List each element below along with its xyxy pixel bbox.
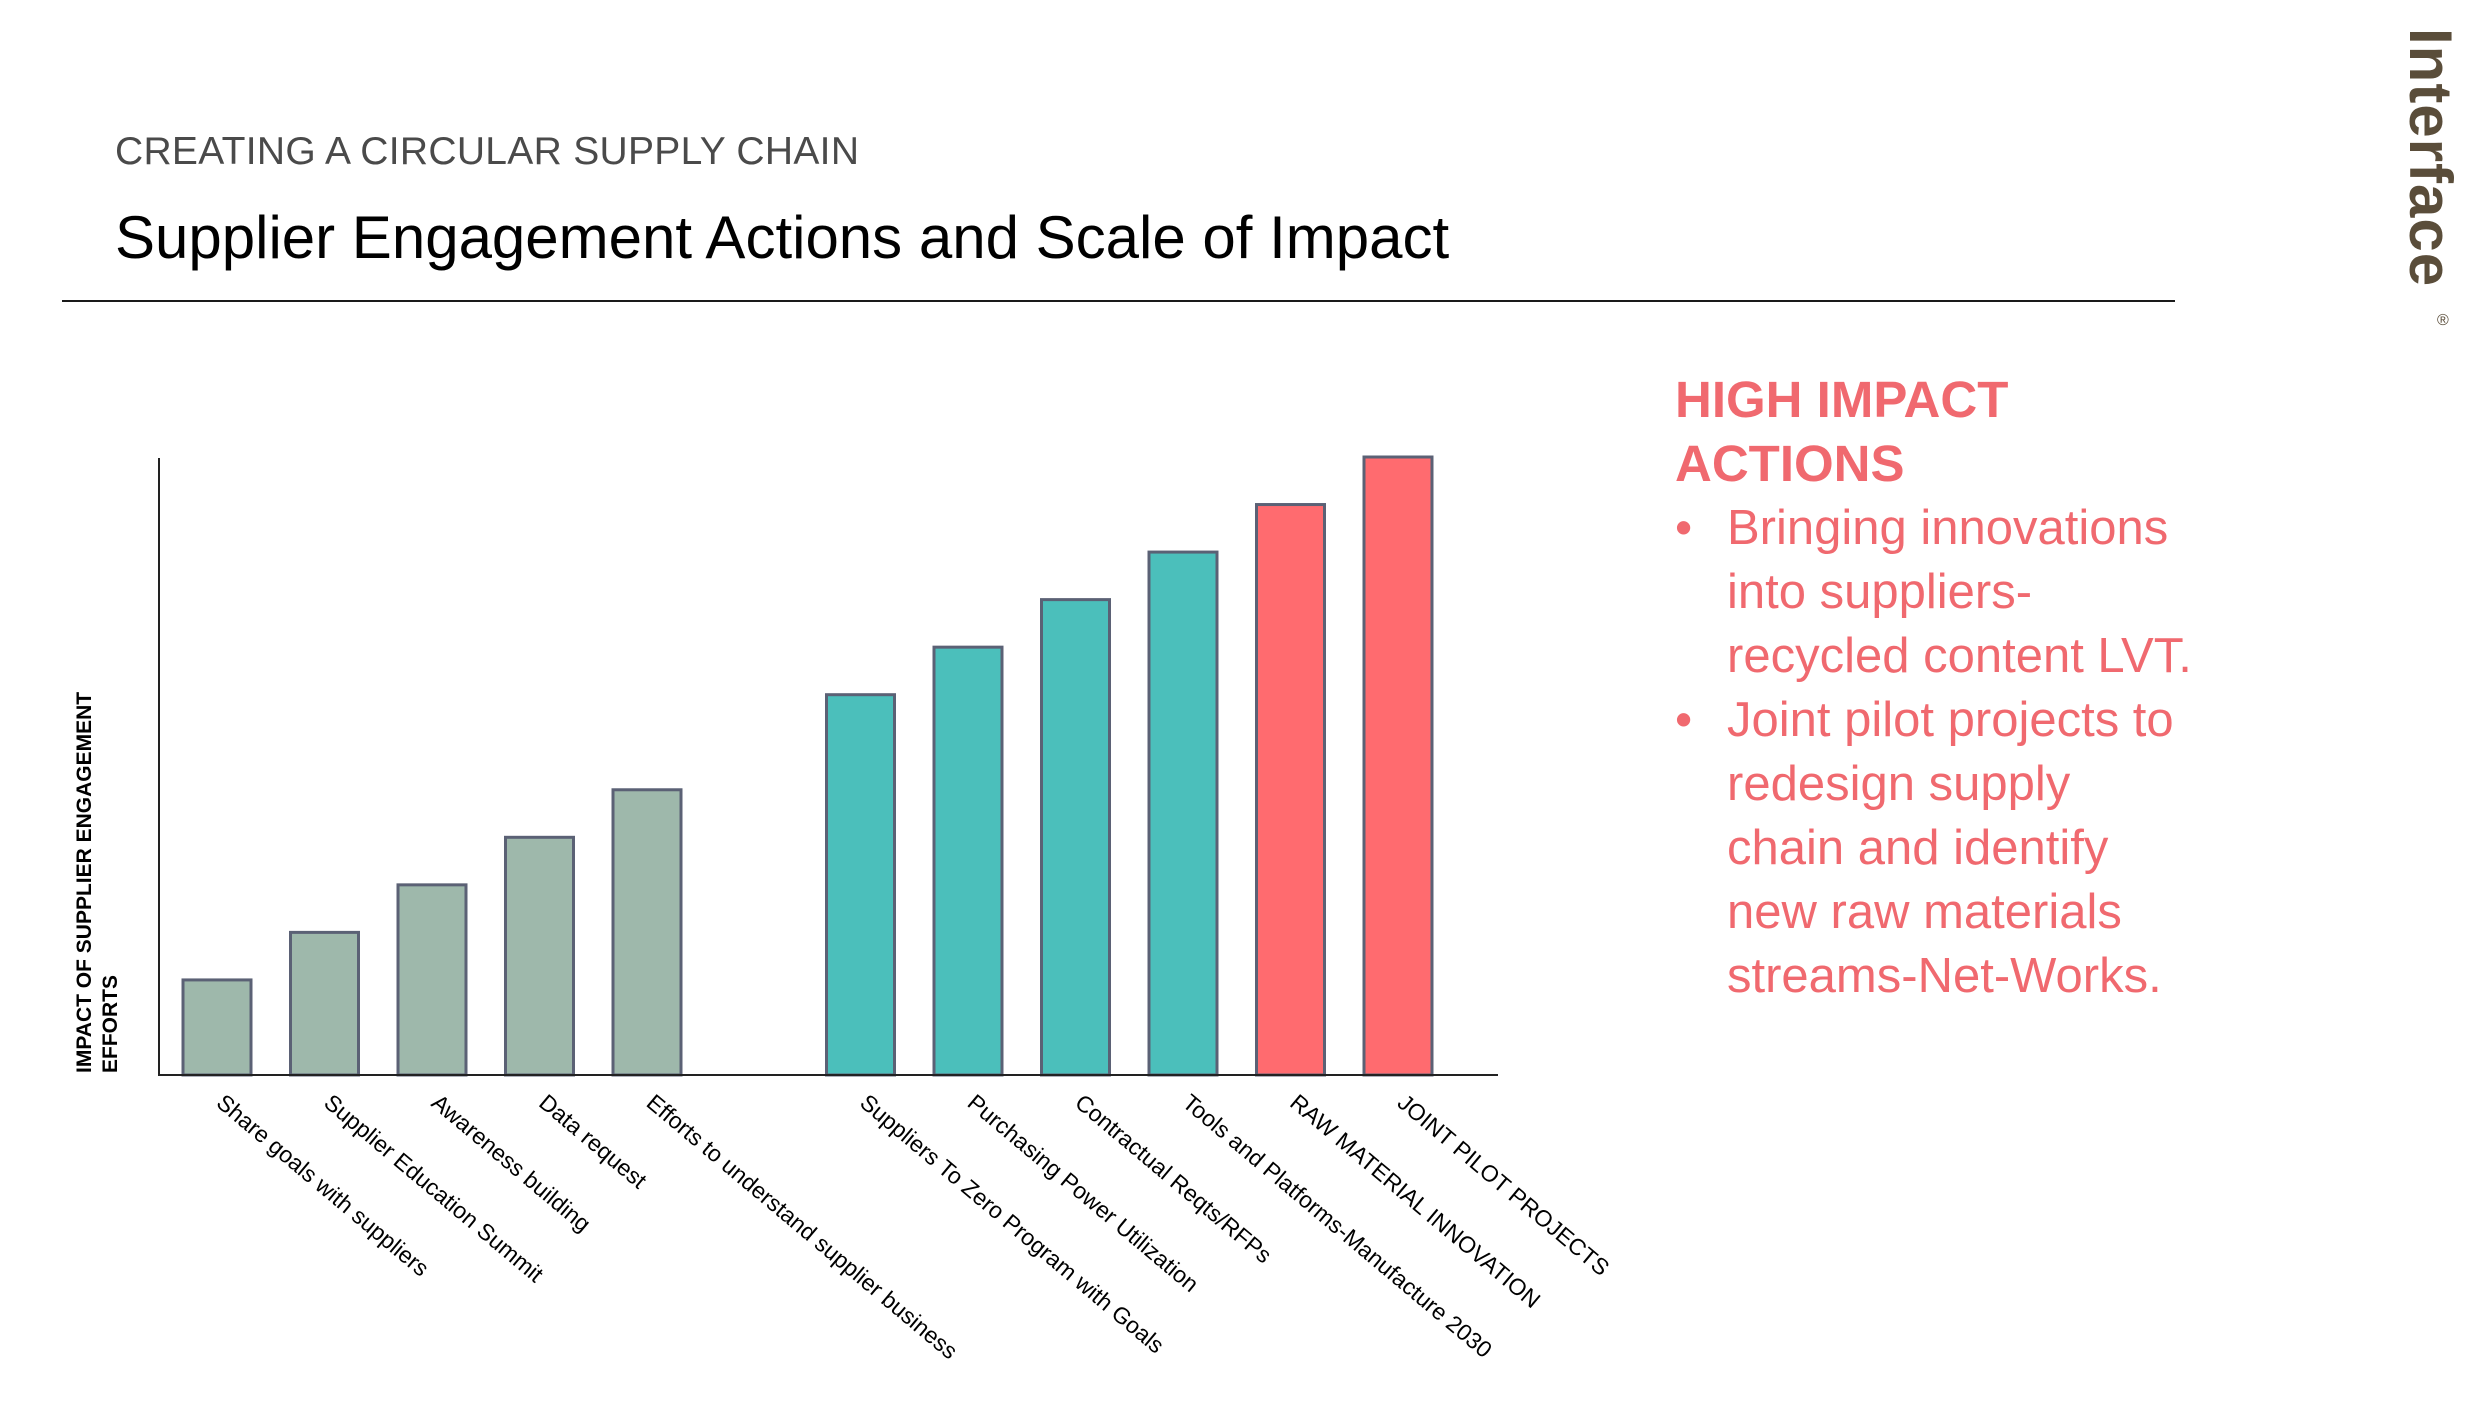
callout-heading: HIGH IMPACT ACTIONS	[1675, 371, 2009, 492]
callout-item: • Joint pilot projects to redesign suppl…	[1675, 688, 2195, 1008]
bar	[289, 930, 360, 1077]
bar	[1362, 455, 1434, 1077]
bar	[396, 883, 468, 1077]
title-divider	[62, 300, 2175, 302]
bar	[1040, 598, 1111, 1077]
page-title: Supplier Engagement Actions and Scale of…	[115, 204, 1450, 271]
category-tick-label: JOINT PILOT PROJECTS	[1393, 1089, 1615, 1281]
bar	[932, 645, 1004, 1077]
bullet-icon: •	[1675, 501, 1693, 555]
category-tick-label: Contractual Reqts/RFPs	[1070, 1089, 1277, 1268]
bullet-icon: •	[1675, 693, 1693, 747]
callout-list: • Bringing innovations into suppliers- r…	[1675, 496, 2195, 1008]
callout-item-text: Bringing innovations into suppliers- rec…	[1727, 501, 2192, 683]
callout-item-text: Joint pilot projects to redesign supply …	[1727, 693, 2174, 1003]
brand-logo-text: Interface	[2397, 28, 2464, 288]
high-impact-callout: HIGH IMPACT ACTIONS • Bringing innovatio…	[1675, 368, 2195, 1008]
bar	[504, 835, 575, 1077]
bar	[611, 788, 683, 1077]
bar	[181, 978, 253, 1077]
category-tick-label: Data request	[534, 1089, 652, 1194]
bar	[1147, 550, 1219, 1077]
callout-item: • Bringing innovations into suppliers- r…	[1675, 496, 2195, 688]
category-tick-label: Supplier Education Summit	[319, 1089, 549, 1288]
bar-group	[181, 455, 1434, 1077]
registered-mark: ®	[2437, 312, 2449, 329]
bar	[825, 693, 896, 1077]
bar	[1255, 503, 1326, 1077]
category-tick-label: Share goals with suppliers	[212, 1089, 434, 1281]
section-eyebrow: CREATING A CIRCULAR SUPPLY CHAIN	[115, 130, 860, 173]
